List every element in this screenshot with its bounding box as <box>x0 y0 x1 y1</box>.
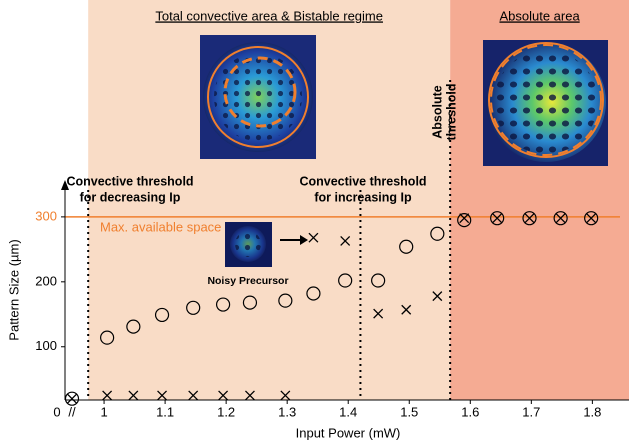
x-tick-label: 1.6 <box>461 404 479 419</box>
threshold-label: Convective threshold <box>299 174 426 188</box>
inset-label: Noisy Precursor <box>207 275 288 287</box>
x-tick-label: 1.2 <box>217 404 235 419</box>
data-point <box>68 394 77 403</box>
chart: Total convective area & Bistable regime A… <box>0 0 629 447</box>
region-title: Total convective area & Bistable regime <box>155 8 383 23</box>
reference-label: Max. available space <box>100 219 221 234</box>
y-tick-label: 100 <box>35 338 57 353</box>
threshold-label: Convective threshold <box>66 174 193 188</box>
y-tick-label: 200 <box>35 273 57 288</box>
x-tick-label: 1 <box>100 404 107 419</box>
region-title: Absolute area <box>499 8 580 23</box>
x-tick-label: 1.3 <box>278 404 296 419</box>
axis-break: // <box>68 404 76 419</box>
y-axis-label: Pattern Size (µm) <box>6 239 21 340</box>
threshold-label: for decreasing Ip <box>80 190 181 204</box>
y-tick-label: 300 <box>35 208 57 223</box>
inset-absolute <box>483 40 608 166</box>
threshold-label: for increasing Ip <box>314 190 412 204</box>
inset-convective <box>200 35 316 159</box>
x-axis-label: Input Power (mW) <box>296 425 401 440</box>
x-tick-label: 1.7 <box>522 404 540 419</box>
x-tick-label: 0 <box>53 404 60 419</box>
x-tick-label: 1.1 <box>156 404 174 419</box>
x-tick-label: 1.8 <box>583 404 601 419</box>
threshold-label: threshold <box>444 84 458 141</box>
x-tick-label: 1.5 <box>400 404 418 419</box>
x-tick-label: 1.4 <box>339 404 357 419</box>
threshold-label: Absolute <box>430 85 444 139</box>
